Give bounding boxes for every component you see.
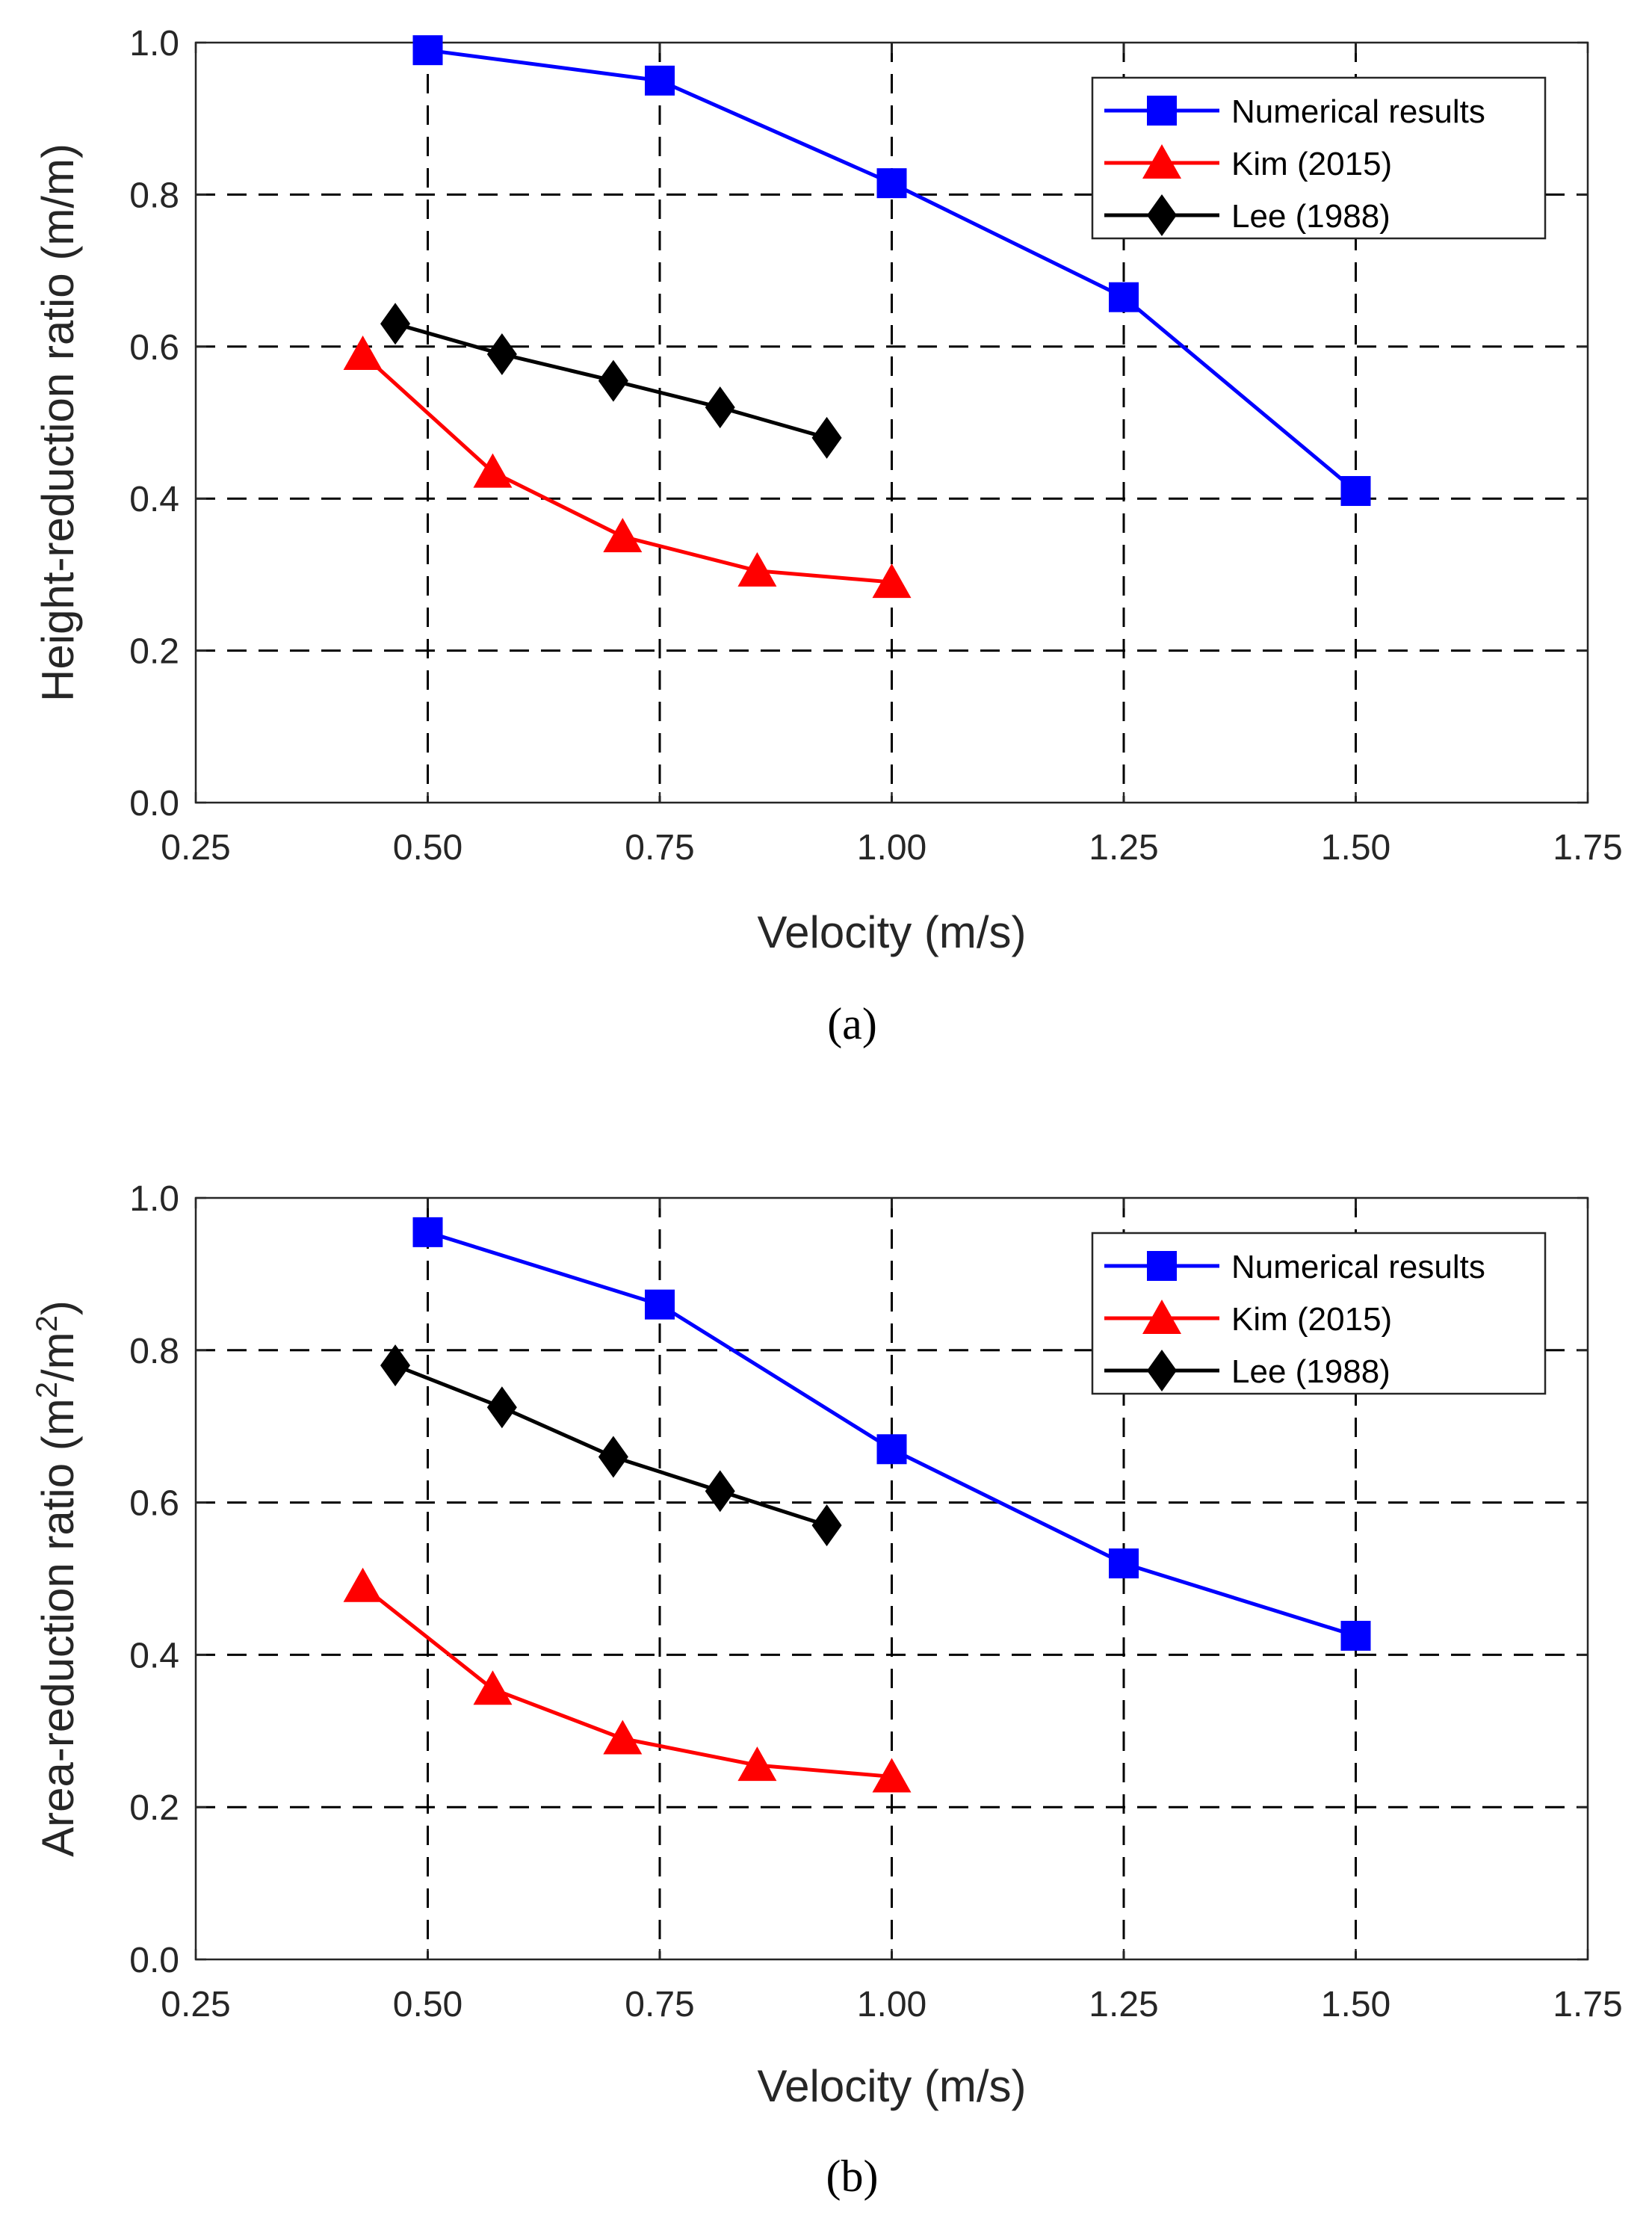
data-point-lee-1988	[811, 1504, 842, 1547]
legend-label-numerical-results: Numerical results	[1231, 1249, 1485, 1285]
y-tick-label: 1.0	[129, 1179, 179, 1219]
x-tick-label: 0.25	[161, 828, 230, 868]
y-label-text: )	[33, 1300, 83, 1315]
data-point-numerical-results	[1109, 1548, 1139, 1579]
data-point-kim-2015	[737, 552, 777, 587]
y-tick-label: 1.0	[129, 24, 179, 64]
y-label-superscript: 2	[31, 1382, 64, 1398]
y-tick-label: 0.6	[129, 328, 179, 368]
legend-label-numerical-results: Numerical results	[1231, 93, 1485, 130]
x-tick-label: 1.25	[1089, 1985, 1158, 2024]
data-point-numerical-results	[412, 1217, 443, 1247]
data-point-kim-2015	[737, 1746, 777, 1782]
y-label-text: Height-reduction ratio (m/m)	[33, 143, 83, 702]
x-tick-label: 0.75	[625, 828, 694, 868]
data-point-lee-1988	[380, 1344, 411, 1387]
data-point-kim-2015	[473, 1670, 513, 1705]
data-point-numerical-results	[645, 1289, 675, 1320]
data-point-numerical-results	[876, 1434, 907, 1465]
chart-panel-b: 0.25 0.50 0.75 1.00 1.25 1.50 1.75 0.0 0.2 0.4 0.6…	[31, 1179, 1623, 2201]
x-tick-label: 1.00	[857, 828, 926, 868]
data-point-numerical-results	[645, 65, 675, 96]
data-point-kim-2015	[473, 453, 513, 488]
data-point-numerical-results	[876, 168, 907, 199]
data-point-numerical-results	[1340, 476, 1371, 507]
data-point-lee-1988	[486, 333, 517, 375]
data-point-lee-1988	[705, 386, 735, 429]
data-point-numerical-results	[1340, 1620, 1371, 1651]
data-point-lee-1988	[811, 416, 842, 459]
data-point-kim-2015	[603, 518, 643, 553]
y-label-superscript: 2	[31, 1315, 64, 1332]
x-tick-label: 0.25	[161, 1985, 230, 2024]
data-point-kim-2015	[872, 563, 912, 599]
y-tick-label: 0.0	[129, 1941, 179, 1980]
y-axis-label: Area-reduction ratio (m2/m2)	[31, 1300, 83, 1857]
legend-marker-lee-1988	[1147, 194, 1177, 236]
y-label-text: /m	[33, 1332, 83, 1382]
data-point-numerical-results	[412, 35, 443, 66]
y-tick-label: 0.4	[129, 1636, 179, 1675]
x-tick-label: 0.50	[393, 828, 463, 868]
data-point-numerical-results	[1109, 282, 1139, 312]
y-tick-label: 0.4	[129, 480, 179, 519]
legend: Numerical results Kim (2015) Lee (1988)	[1091, 76, 1547, 240]
legend-marker-kim-2015	[1142, 144, 1181, 179]
y-label-text: Area-reduction ratio (m	[33, 1398, 83, 1857]
y-tick-label: 0.8	[129, 176, 179, 215]
legend-label-kim-2015: Kim (2015)	[1231, 146, 1392, 182]
data-point-kim-2015	[603, 1720, 643, 1755]
x-tick-label: 0.50	[393, 1985, 463, 2024]
y-tick-label: 0.6	[129, 1484, 179, 1524]
legend-marker-lee-1988	[1147, 1350, 1177, 1391]
data-point-kim-2015	[343, 1567, 383, 1602]
legend-marker-numerical-results	[1147, 1251, 1177, 1281]
x-tick-label: 1.25	[1089, 828, 1158, 868]
data-point-lee-1988	[598, 359, 628, 402]
x-tick-label: 1.00	[857, 1985, 926, 2024]
data-point-lee-1988	[598, 1436, 628, 1478]
y-tick-label: 0.2	[129, 1788, 179, 1828]
data-point-kim-2015	[872, 1758, 912, 1793]
y-tick-label: 0.0	[129, 784, 179, 824]
panel-caption: (a)	[827, 999, 877, 1048]
panel-caption: (b)	[826, 2151, 879, 2201]
x-axis-label: Velocity (m/s)	[757, 907, 1026, 957]
x-tick-label: 1.50	[1321, 1985, 1390, 2024]
x-tick-label: 1.75	[1553, 828, 1622, 868]
legend-label-kim-2015: Kim (2015)	[1231, 1301, 1392, 1338]
legend-marker-numerical-results	[1147, 96, 1177, 126]
legend-marker-kim-2015	[1142, 1300, 1181, 1334]
y-tick-label: 0.2	[129, 632, 179, 672]
chart-panel-a: 0.25 0.50 0.75 1.00 1.25 1.50 1.75 0.0 0.2 0.4 0.6…	[33, 24, 1623, 1048]
legend-label-lee-1988: Lee (1988)	[1231, 198, 1390, 235]
x-tick-label: 1.50	[1321, 828, 1390, 868]
data-point-lee-1988	[486, 1386, 517, 1429]
x-tick-label: 1.75	[1553, 1985, 1622, 2024]
legend-label-lee-1988: Lee (1988)	[1231, 1353, 1390, 1390]
data-point-lee-1988	[705, 1470, 735, 1513]
data-point-lee-1988	[380, 303, 411, 345]
x-tick-label: 0.75	[625, 1985, 694, 2024]
legend: Numerical results Kim (2015) Lee (1988)	[1091, 1232, 1547, 1395]
y-tick-label: 0.8	[129, 1332, 179, 1371]
data-point-kim-2015	[343, 335, 383, 370]
y-axis-label: Height-reduction ratio (m/m)	[33, 143, 83, 702]
x-axis-label: Velocity (m/s)	[757, 2061, 1026, 2111]
